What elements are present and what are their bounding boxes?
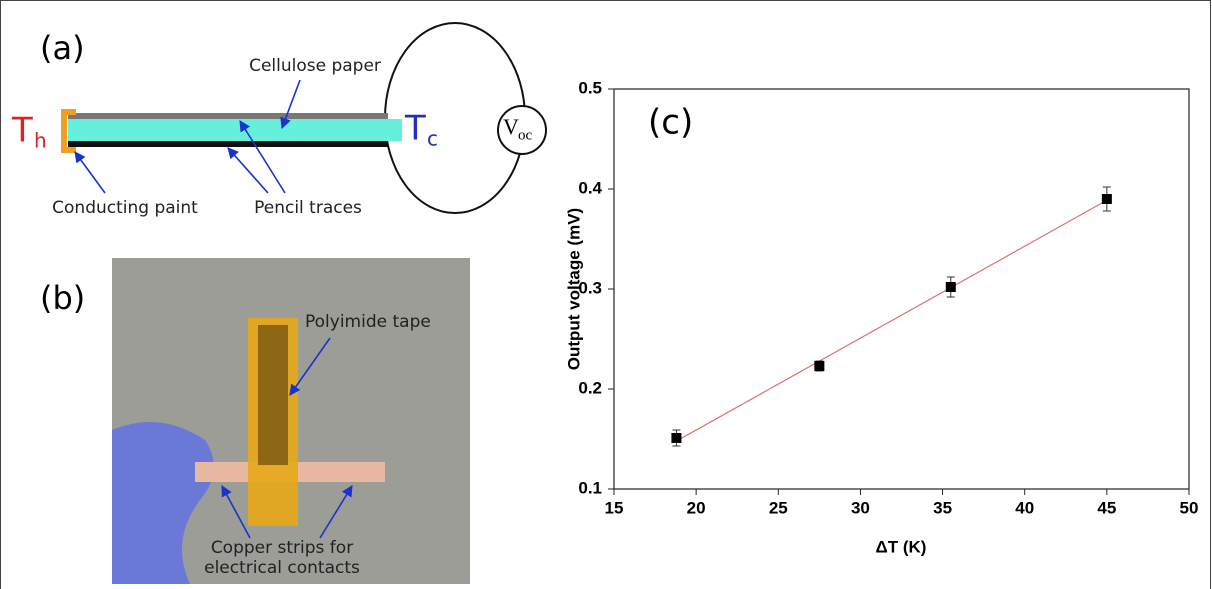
x-tick-label: 15 [605, 498, 624, 517]
pencil-trace [68, 141, 388, 147]
point [814, 361, 824, 371]
x-tick-label: 20 [687, 498, 706, 517]
y-tick-label: 0.5 [578, 78, 602, 97]
y-tick-label: 0.2 [578, 378, 602, 397]
x-tick-label: 50 [1180, 498, 1199, 517]
point [946, 282, 956, 292]
x-tick-label: 25 [769, 498, 788, 517]
x-tick-label: 30 [851, 498, 870, 517]
annotation: Cellulose paper [249, 56, 381, 76]
annotation: Pencil traces [254, 198, 362, 218]
cold-label: T [404, 109, 426, 149]
annotation: Copper strips for [211, 538, 353, 558]
point [1102, 194, 1112, 204]
hot-label: T [11, 111, 33, 151]
annotation: electrical contacts [204, 558, 360, 578]
panel-label: (a) [40, 29, 85, 67]
x-tick-label: 35 [933, 498, 952, 517]
figure: (a) T h T c V oc Cellulose paper Conduct… [0, 0, 1212, 589]
y-tick-label: 0.3 [578, 278, 602, 297]
meter-label: V [503, 114, 519, 139]
y-tick-label: 0.1 [578, 478, 602, 497]
paper [68, 119, 402, 141]
x-axis-label: ΔT (K) [876, 537, 927, 556]
x-tick-label: 40 [1015, 498, 1034, 517]
trace [258, 325, 288, 465]
annotation: Polyimide tape [305, 312, 431, 332]
annotation: Conducting paint [52, 198, 198, 218]
cold-sub: c [427, 127, 438, 151]
meter-sub: oc [518, 127, 533, 143]
hot-sub: h [34, 129, 47, 153]
point [671, 433, 681, 443]
panel-label: (b) [40, 279, 85, 317]
pencil-trace [68, 113, 388, 119]
plot-frame [614, 89, 1189, 489]
x-tick-label: 45 [1097, 498, 1116, 517]
panel-label: (c) [648, 103, 693, 143]
y-tick-label: 0.4 [578, 178, 602, 197]
fit-line [676, 200, 1106, 441]
